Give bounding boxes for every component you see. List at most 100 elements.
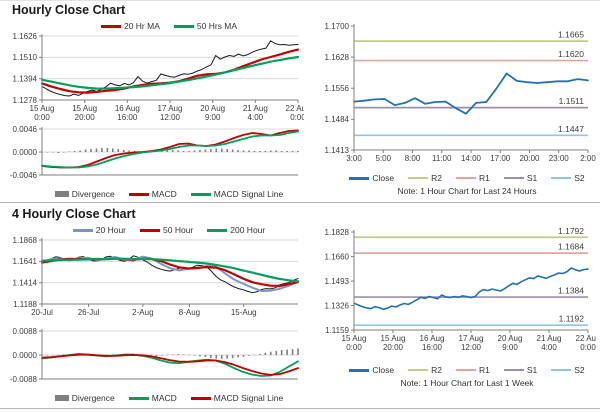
legend-swatch xyxy=(503,177,524,179)
4hourly-macd-chart: 0.0088 0.0000 -0.0088 xyxy=(6,327,304,392)
legend-label: S1 xyxy=(526,173,538,183)
legend-item-divergence: Divergence xyxy=(54,393,115,403)
legend-hourly-macd: Divergence MACD MACD Signal Line xyxy=(34,188,304,200)
note-pivot-24h: Note: 1 Hour Chart for Last 24 Hours xyxy=(397,186,537,196)
legend-label: 200 Hour xyxy=(230,225,266,235)
svg-text:1.1447: 1.1447 xyxy=(558,124,584,134)
legend-label: 50 Hrs MA xyxy=(196,21,238,31)
legend-swatch xyxy=(551,177,572,179)
svg-text:1.1484: 1.1484 xyxy=(325,115,350,124)
legend-swatch xyxy=(100,24,121,28)
svg-text:3:00: 3:00 xyxy=(346,154,362,163)
svg-text:20 Aug: 20 Aug xyxy=(200,104,225,113)
svg-text:1.1665: 1.1665 xyxy=(558,30,584,40)
panel-pivot-week: 1.1792 1.1684 1.1384 1.1192 1.1828 1.1660 1.14… xyxy=(310,224,600,388)
svg-text:8-Aug: 8-Aug xyxy=(179,308,200,317)
pivot-24h-chart: 1.1665 1.1620 1.1511 1.1447 1.1700 1.1628 1.15… xyxy=(310,16,597,172)
legend-swatch xyxy=(190,192,211,196)
legend-swatch xyxy=(503,369,524,371)
svg-text:1.1394: 1.1394 xyxy=(13,74,38,83)
svg-text:1.1641: 1.1641 xyxy=(13,257,38,266)
legend-label: Close xyxy=(372,173,395,183)
svg-text:15 Aug: 15 Aug xyxy=(72,104,97,113)
svg-text:5:00: 5:00 xyxy=(375,154,391,163)
legend-item-macd: MACD xyxy=(128,393,177,403)
svg-text:-0.0088: -0.0088 xyxy=(10,375,38,384)
legend-label: S1 xyxy=(526,365,538,375)
legend-item-20-hour: 20 Hour xyxy=(72,225,127,235)
svg-text:1.1159: 1.1159 xyxy=(325,326,349,335)
svg-text:16 Aug: 16 Aug xyxy=(115,104,140,113)
hourly-price-chart: 1.1626 1.1510 1.1394 1.1278 15 Aug 0:00 15 Aug… xyxy=(6,32,311,126)
svg-text:16 Aug: 16 Aug xyxy=(420,334,445,343)
legend-label: R1 xyxy=(478,173,490,183)
legend-swatch xyxy=(72,228,93,232)
svg-text:0.0000: 0.0000 xyxy=(13,148,38,157)
svg-text:4:00: 4:00 xyxy=(248,113,264,122)
svg-text:12:00: 12:00 xyxy=(160,113,181,122)
svg-text:20:00: 20:00 xyxy=(383,343,404,352)
legend-swatch xyxy=(408,369,429,371)
svg-text:1.1620: 1.1620 xyxy=(558,49,584,59)
svg-text:4:00: 4:00 xyxy=(541,343,557,352)
svg-text:17 Aug: 17 Aug xyxy=(158,104,183,113)
fourhourly-macd-svg: 0.0088 0.0000 -0.0088 xyxy=(10,327,299,384)
legend-item-macd-signal-line: MACD Signal Line xyxy=(190,189,283,199)
legend-item-s2: S2 xyxy=(551,365,585,375)
legend-label: Divergence xyxy=(71,393,115,403)
svg-text:0:00: 0:00 xyxy=(580,343,596,352)
svg-text:15-Aug: 15-Aug xyxy=(231,308,257,317)
svg-text:0:00: 0:00 xyxy=(290,113,304,122)
legend-4hourly-ma: 20 Hour 50 Hour 200 Hour xyxy=(34,224,304,236)
panel-pivot-24h: 1.1665 1.1620 1.1511 1.1447 1.1700 1.1628 1.15… xyxy=(310,16,597,196)
svg-text:1.1626: 1.1626 xyxy=(13,32,38,41)
svg-text:14:00: 14:00 xyxy=(461,154,482,163)
svg-text:15 Aug: 15 Aug xyxy=(30,104,55,113)
legend-item-200-hour: 200 Hour xyxy=(207,225,265,235)
legend-swatch xyxy=(349,176,370,180)
legend-label: Close xyxy=(372,365,395,375)
svg-text:17:00: 17:00 xyxy=(490,154,511,163)
svg-text:2:00: 2:00 xyxy=(580,154,596,163)
section-divider xyxy=(0,202,600,203)
svg-text:2-Aug: 2-Aug xyxy=(132,308,153,317)
panel-hourly-close: Hourly Close Chart 20 Hr MA 50 Hrs MA 1.1… xyxy=(6,3,311,200)
svg-text:23:00: 23:00 xyxy=(549,154,570,163)
legend-swatch xyxy=(190,396,211,400)
legend-label: R2 xyxy=(431,173,442,183)
panel-4hourly-close: 4 Hourly Close Chart 20 Hour 50 Hour 200 H… xyxy=(6,207,304,404)
svg-text:9:00: 9:00 xyxy=(502,343,518,352)
legend-swatch xyxy=(349,368,370,372)
svg-text:1.1828: 1.1828 xyxy=(325,228,350,237)
svg-text:1.1192: 1.1192 xyxy=(559,314,585,324)
svg-text:1.1700: 1.1700 xyxy=(325,22,350,31)
svg-text:12:00: 12:00 xyxy=(461,343,482,352)
legend-swatch xyxy=(207,228,228,232)
legend-label: MACD xyxy=(151,393,177,403)
legend-item-s2: S2 xyxy=(551,173,585,183)
legend-label: MACD Signal Line xyxy=(213,393,284,403)
svg-text:1.1510: 1.1510 xyxy=(13,53,38,62)
svg-text:1.1556: 1.1556 xyxy=(325,84,350,93)
svg-text:1.1384: 1.1384 xyxy=(558,286,584,296)
section-title-hourly: Hourly Close Chart xyxy=(12,3,126,17)
svg-text:20-Jul: 20-Jul xyxy=(31,308,53,317)
legend-swatch xyxy=(54,395,69,401)
legend-label: 20 Hour xyxy=(95,225,127,235)
svg-text:22 Aug: 22 Aug xyxy=(576,334,596,343)
top-border xyxy=(0,0,600,1)
svg-text:1.1511: 1.1511 xyxy=(559,96,585,106)
legend-item-20-hr-ma: 20 Hr MA xyxy=(100,21,160,31)
legend-label: MACD xyxy=(151,189,177,199)
svg-text:1.1188: 1.1188 xyxy=(13,300,37,309)
legend-label: 50 Hour xyxy=(163,225,194,235)
svg-text:15 Aug: 15 Aug xyxy=(342,334,367,343)
legend-swatch xyxy=(140,228,161,232)
svg-text:11:00: 11:00 xyxy=(432,154,452,163)
legend-item-r1: R1 xyxy=(455,365,490,375)
svg-text:20 Aug: 20 Aug xyxy=(498,334,523,343)
svg-text:21 Aug: 21 Aug xyxy=(537,334,562,343)
svg-text:0:00: 0:00 xyxy=(346,343,362,352)
